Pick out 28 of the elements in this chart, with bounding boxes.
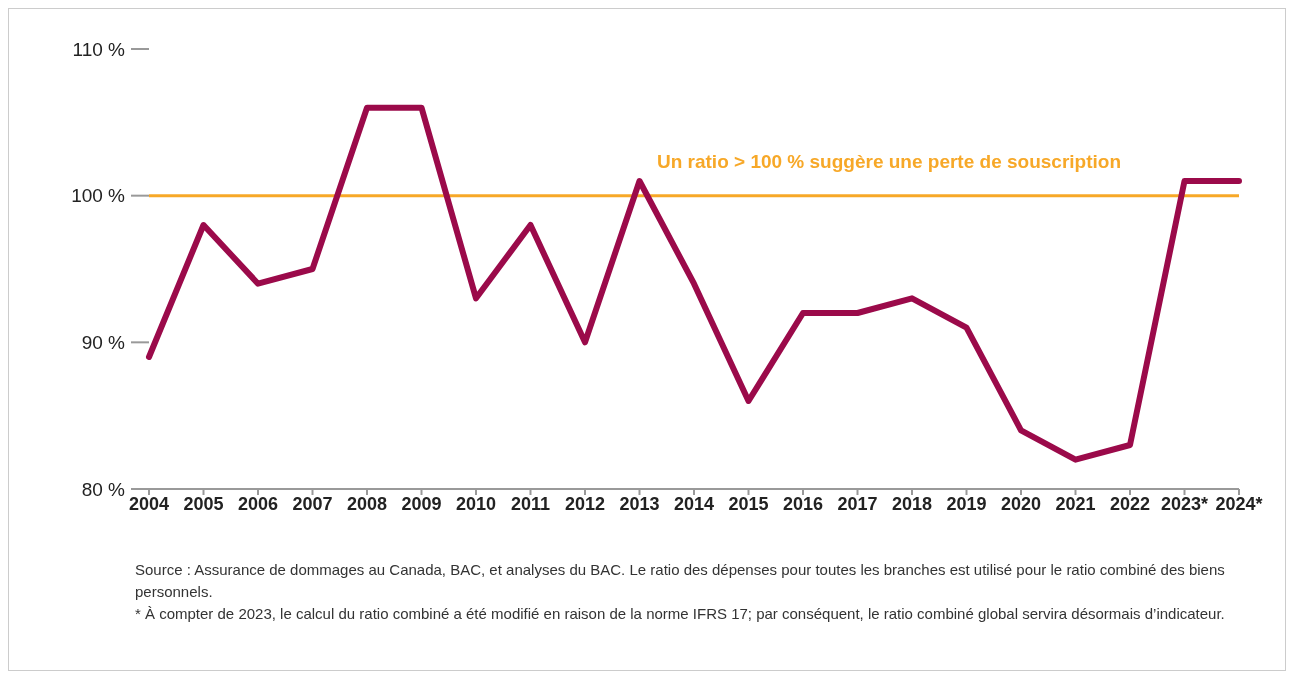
- x-tick-label: 2020: [1000, 493, 1042, 514]
- x-tick-label: 2017: [837, 493, 878, 514]
- y-tick-label: 80 %: [81, 478, 126, 500]
- text: * À compter de 2023, le calcul du ratio combiné a été modifié en raison de la norme IFRS 17; par conséquent, le ratio combiné global servira désormais d’indicateur.: [135, 604, 1225, 624]
- x-tick-label: 2013: [619, 493, 660, 514]
- x-tick-label: 2010: [455, 493, 497, 514]
- x-tick-label: 2007: [292, 493, 333, 514]
- x-tick-label: 2024*: [1215, 493, 1263, 514]
- y-tick-label: 90 %: [81, 332, 126, 354]
- x-tick-label: 2022: [1109, 493, 1151, 514]
- x-tick-label: 2023*: [1160, 493, 1209, 514]
- x-tick-label: 2015: [728, 493, 769, 514]
- x-tick-label: 2021: [1055, 493, 1096, 514]
- x-tick-label: 2018: [891, 493, 933, 514]
- ref-line-label: Un ratio > 100 % suggère une perte de souscription: [656, 150, 1121, 172]
- x-tick-label: 2016: [782, 493, 824, 514]
- x-tick-label: 2014: [673, 493, 715, 514]
- source-note: Source : Assurance de dommages au Canada, BAC, et analyses du BAC. Le ratio des dépenses pour toutes les branches est utilisé pour le ratio combiné des biens personnels.: [135, 560, 1225, 602]
- y-tick-label: 110 %: [72, 38, 126, 60]
- x-tick-label: 2008: [346, 493, 388, 514]
- x-tick-label: 2006: [237, 493, 279, 514]
- x-tick-label: 2005: [183, 493, 224, 514]
- x-tick-label: 2009: [401, 493, 442, 514]
- x-tick-label: 2012: [564, 493, 606, 514]
- x-tick-label: 2011: [510, 493, 551, 514]
- x-tick-label: 2004: [128, 493, 170, 514]
- x-tick-label: 2019: [946, 493, 987, 514]
- y-tick-label: 100 %: [71, 185, 126, 207]
